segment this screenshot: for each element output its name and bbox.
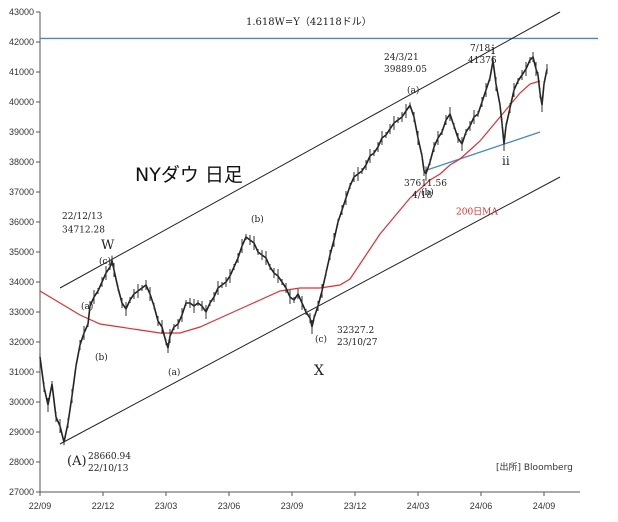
x-tick-label: 24/03 <box>407 501 430 511</box>
x-tick-label: 23/12 <box>344 501 367 511</box>
y-tick-label: 41000 <box>9 67 34 77</box>
channel-upper-line <box>59 11 561 289</box>
ma200-label: 200日MA <box>456 207 498 218</box>
target-line-label: 1.618W=Y（42118ドル） <box>246 16 372 28</box>
wave-annotation: (b) <box>95 352 108 363</box>
channel-lower-line <box>59 176 561 445</box>
wave-annotation: ii <box>502 154 510 168</box>
y-tick-label: 30000 <box>9 397 34 407</box>
wave-annotation: 4/18 <box>412 191 432 201</box>
y-tick-label: 35000 <box>9 247 34 257</box>
y-tick-label: 38000 <box>9 157 34 167</box>
y-tick-label: 27000 <box>9 487 34 497</box>
wave-annotation: 22/12/13 <box>62 212 103 222</box>
y-tick-label: 29000 <box>9 427 34 437</box>
wave-annotation: (a) <box>407 85 419 96</box>
y-tick-label: 33000 <box>9 307 34 317</box>
x-tick-label: 22/12 <box>92 501 115 511</box>
wave-annotation: 23/10/27 <box>337 338 378 348</box>
wave-annotation: (A) <box>67 454 87 469</box>
wave-annotation: 39889.05 <box>384 65 427 75</box>
y-tick-label: 36000 <box>9 217 34 227</box>
x-tick-label: 23/03 <box>155 501 178 511</box>
x-tick-label: 24/09 <box>533 501 556 511</box>
wave-annotation: 37611.56 <box>404 179 447 189</box>
y-tick-label: 43000 <box>9 7 34 17</box>
trend-support-line <box>423 131 541 172</box>
wave-annotation: (c) <box>315 334 327 345</box>
x-tick-label: 23/06 <box>218 501 241 511</box>
wave-annotation: 34712.28 <box>62 226 105 236</box>
source-note: [出所] Bloomberg <box>496 461 573 473</box>
wave-annotation: 41376 <box>468 56 497 66</box>
wave-annotation: (a) <box>168 367 180 378</box>
wave-annotation: X <box>314 363 324 379</box>
wave-annotation: 24/3/21 <box>384 53 419 63</box>
chart-title: NYダウ 日足 <box>135 164 243 186</box>
wave-annotation: 7/18 <box>470 44 490 54</box>
wave-annotation: i <box>491 43 495 58</box>
wave-annotation: (b) <box>251 214 264 225</box>
wave-annotation: W <box>101 238 115 253</box>
wave-annotation: 28660.94 <box>88 452 131 462</box>
wave-annotation: 32327.2 <box>337 326 374 336</box>
wave-annotation: (b) <box>421 187 434 198</box>
y-tick-label: 32000 <box>9 337 34 347</box>
x-tick-label: 24/06 <box>470 501 493 511</box>
y-tick-label: 39000 <box>9 127 34 137</box>
wave-annotation: (c) <box>99 256 111 267</box>
y-tick-label: 37000 <box>9 187 34 197</box>
y-tick-label: 42000 <box>9 37 34 47</box>
ma200-line <box>39 80 541 334</box>
y-tick-label: 34000 <box>9 277 34 287</box>
x-tick-label: 23/09 <box>281 501 304 511</box>
y-tick-label: 31000 <box>9 367 34 377</box>
wave-annotation: 22/10/13 <box>88 464 129 474</box>
y-tick-label: 28000 <box>9 457 34 467</box>
wave-annotation: (a) <box>81 301 93 312</box>
y-tick-label: 40000 <box>9 97 34 107</box>
x-tick-label: 22/09 <box>29 501 52 511</box>
price-line <box>39 55 548 443</box>
